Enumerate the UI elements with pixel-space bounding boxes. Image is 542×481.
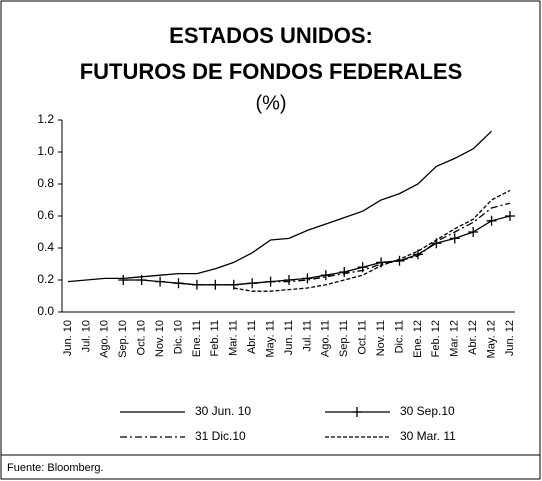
x-tick-label: Nov. 10 — [154, 320, 166, 357]
point-marker — [339, 267, 350, 277]
x-tick-label: Sep. 11 — [338, 320, 350, 357]
chart-subtitle: FUTUROS DE FONDOS FEDERALES — [80, 59, 463, 84]
x-tick-label: Abr. 12 — [467, 320, 479, 355]
x-tick-label: Jul. 11 — [301, 320, 313, 352]
series-line — [67, 130, 493, 283]
legend-marker — [352, 407, 362, 417]
x-tick-label: Jun. 10 — [62, 320, 74, 356]
y-tick-label: 0.6 — [37, 208, 54, 222]
x-tick-label: Jul. 10 — [80, 320, 92, 352]
x-tick-label: Feb. 11 — [209, 320, 221, 357]
legend-label: 30 Mar. 11 — [400, 429, 456, 443]
x-tick-label: Oct. 10 — [136, 320, 148, 355]
x-tick-label: Jun. 11 — [283, 320, 295, 355]
x-tick-label: Mar. 12 — [449, 320, 461, 357]
point-marker — [136, 275, 147, 285]
legend-label: 31 Dic.10 — [195, 429, 246, 443]
y-tick-label: 0.2 — [37, 272, 54, 286]
point-marker — [468, 227, 479, 237]
point-marker — [118, 275, 129, 285]
point-marker — [284, 275, 294, 285]
y-tick-label: 1.2 — [37, 112, 54, 126]
y-tick-label: 0.8 — [37, 176, 54, 190]
x-tick-label: Mar. 11 — [228, 320, 240, 356]
point-marker — [412, 249, 423, 260]
x-tick-label: Ene. 12 — [412, 320, 424, 358]
point-marker — [486, 215, 497, 226]
x-tick-label: May. 12 — [485, 320, 497, 358]
legend-label: 30 Jun. 10 — [195, 404, 251, 418]
point-marker — [505, 211, 515, 221]
x-tick-label: Ago. 10 — [99, 320, 111, 358]
series-line — [233, 189, 511, 292]
x-tick-label: Ene. 11 — [191, 320, 203, 357]
x-tick-label: Jun. 12 — [504, 320, 516, 356]
point-marker — [320, 270, 331, 281]
y-tick-label: 0.4 — [37, 240, 54, 254]
point-marker — [155, 276, 166, 287]
x-tick-label: Sep. 10 — [117, 320, 129, 358]
legend-label: 30 Sep.10 — [400, 404, 455, 418]
y-tick-label: 1.0 — [37, 144, 54, 158]
point-marker — [302, 273, 313, 284]
x-tick-label: Ago. 11 — [320, 320, 332, 357]
unit-label: (%) — [255, 92, 286, 114]
series-line — [178, 202, 511, 286]
x-tick-label: Dic. 11 — [393, 320, 405, 353]
source: Fuente: Bloomberg. — [7, 462, 104, 474]
x-tick-label: Abr. 11 — [246, 320, 258, 354]
series-line — [123, 215, 511, 286]
x-tick-label: Dic. 10 — [172, 320, 184, 354]
point-marker — [449, 233, 460, 244]
chart-title: ESTADOS UNIDOS: — [169, 23, 373, 48]
x-tick-label: Oct. 11 — [357, 320, 369, 355]
y-tick-label: 0.0 — [37, 304, 54, 318]
x-tick-label: Feb. 12 — [430, 320, 442, 357]
x-tick-label: May. 11 — [264, 320, 276, 358]
x-tick-label: Nov. 11 — [375, 320, 387, 356]
